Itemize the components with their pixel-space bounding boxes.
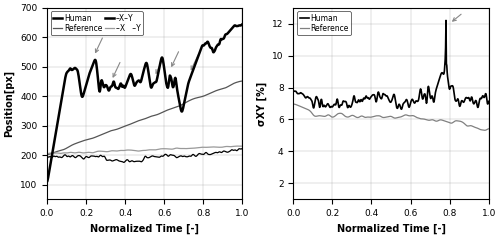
X-axis label: Normalized Time [-]: Normalized Time [-] [90,223,199,234]
Y-axis label: σXY [%]: σXY [%] [256,81,266,126]
X-axis label: Normalized Time [-]: Normalized Time [-] [336,223,446,234]
Legend: Human, Reference: Human, Reference [297,11,351,35]
Legend: Human, Reference, –X–Y, –X   –Y: Human, Reference, –X–Y, –X –Y [51,11,143,35]
Y-axis label: Position[px]: Position[px] [4,70,14,137]
